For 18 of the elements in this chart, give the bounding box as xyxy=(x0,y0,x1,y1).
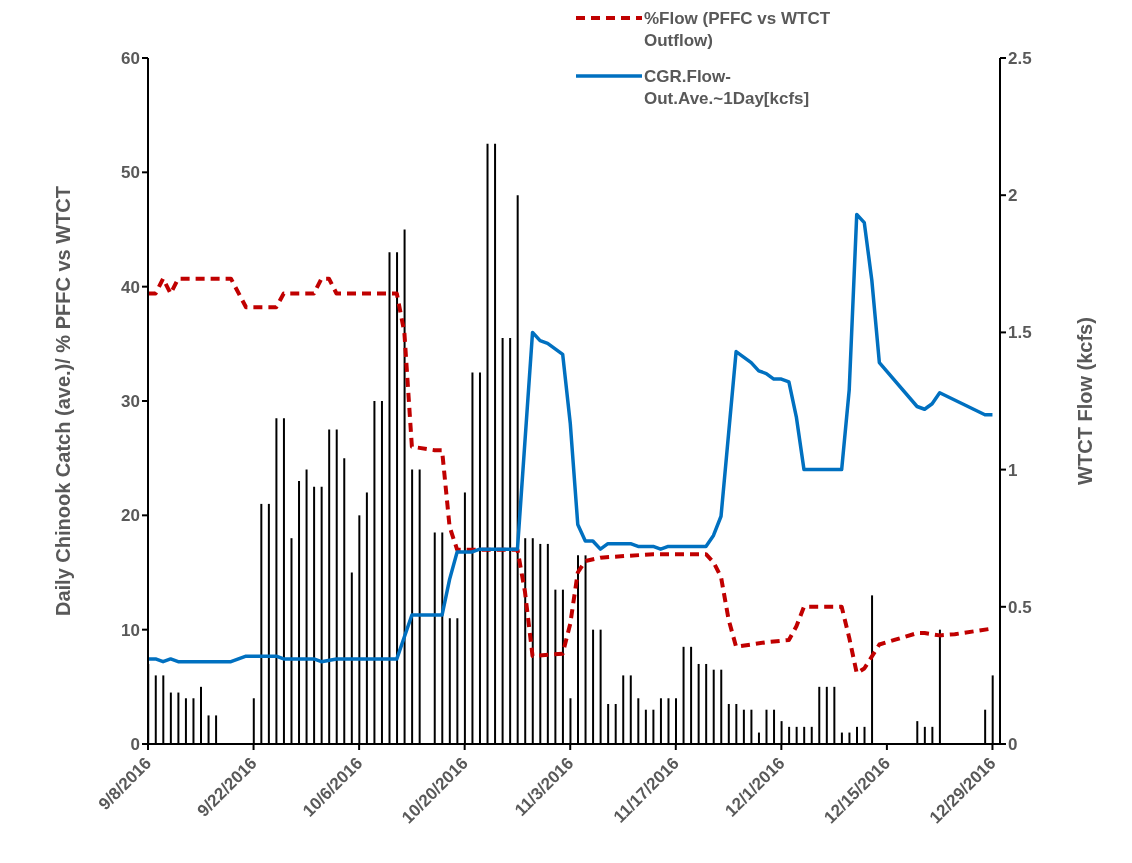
y-tick-label: 50 xyxy=(121,163,140,183)
legend-label: CGR.Flow-Out.Ave.~1Day[kcfs] xyxy=(644,66,811,110)
y2-tick-label: 2 xyxy=(1008,186,1018,206)
y2-tick-label: 1.5 xyxy=(1008,323,1032,343)
y2-axis-title: WTCT Flow (kcfs) xyxy=(1074,317,1097,485)
y-tick-label: 20 xyxy=(121,506,140,526)
y2-tick-label: 2.5 xyxy=(1008,49,1032,69)
y2-tick-label: 0 xyxy=(1008,735,1018,755)
y-tick-label: 40 xyxy=(121,277,140,297)
y-axis-title: Daily Chinook Catch (ave.)/ % PFFC vs WTCT xyxy=(52,185,75,617)
line-series xyxy=(148,212,995,664)
y-tick-label: 60 xyxy=(121,49,140,69)
y-tick-label: 10 xyxy=(121,620,140,640)
y2-tick-label: 0.5 xyxy=(1008,597,1032,617)
legend-label: %Flow (PFFC vs WTCT Outflow) xyxy=(644,8,832,52)
y-tick-label: 30 xyxy=(121,392,140,412)
y-tick-label: 0 xyxy=(130,735,140,755)
y2-tick-label: 1 xyxy=(1008,460,1018,480)
